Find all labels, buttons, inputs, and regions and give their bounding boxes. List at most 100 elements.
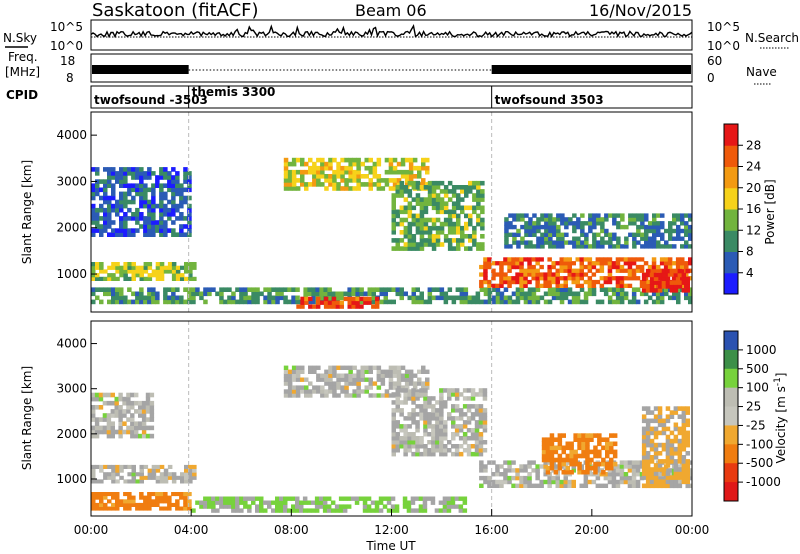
scatter-cell: [600, 244, 605, 249]
scatter-cell: [356, 389, 361, 394]
scatter-cell: [482, 440, 488, 445]
scatter-cell: [379, 287, 384, 292]
scatter-cell: [681, 479, 687, 484]
scatter-cell: [669, 284, 675, 289]
scatter-cell: [672, 217, 677, 222]
scatter-cell: [627, 257, 633, 262]
scatter-cell: [601, 461, 606, 467]
scatter-cell: [545, 449, 551, 455]
scatter-cell: [649, 284, 655, 289]
scatter-cell: [388, 165, 394, 171]
scatter-cell: [591, 261, 597, 266]
scatter-cell: [408, 161, 414, 167]
scatter-cell: [408, 169, 414, 175]
scatter-cell: [684, 224, 689, 230]
scatter-cell: [435, 209, 441, 215]
scatter-cell: [94, 417, 100, 422]
scatter-cell: [348, 157, 353, 163]
scatter-cell: [159, 203, 164, 209]
scatter-cell: [476, 180, 481, 186]
scatter-cell: [423, 299, 429, 305]
scatter-cell: [607, 279, 613, 285]
scatter-cell: [556, 224, 561, 230]
scatter-cell: [131, 175, 136, 180]
scatter-cell: [163, 299, 168, 305]
scatter-cell: [515, 272, 520, 277]
scatter-cell: [316, 389, 321, 394]
scatter-cell: [127, 299, 132, 305]
scatter-cell: [609, 457, 614, 463]
scatter-cell: [447, 287, 453, 292]
scatter-cell: [532, 221, 537, 226]
scatter-cell: [685, 418, 690, 424]
scatter-cell: [652, 236, 657, 241]
scatter-cell: [395, 189, 400, 194]
scatter-cell: [451, 392, 456, 397]
scatter-cell: [135, 291, 140, 297]
scatter-cell: [119, 475, 124, 480]
scatter-cell: [352, 377, 357, 382]
scatter-cell: [404, 157, 410, 163]
scatter-cell: [141, 417, 147, 422]
scatter-cell: [523, 295, 529, 301]
scatter-cell: [380, 178, 386, 183]
scatter-cell: [155, 203, 160, 209]
scatter-cell: [403, 451, 408, 457]
y-tick-label: 2000: [56, 427, 87, 441]
scatter-cell: [677, 483, 683, 489]
scatter-cell: [143, 502, 148, 507]
scatter-cell: [531, 299, 537, 305]
scatter-cell: [300, 385, 305, 390]
scatter-cell: [359, 304, 364, 309]
scatter-cell: [559, 264, 564, 270]
scatter-cell: [585, 461, 590, 467]
scatter-cell: [339, 304, 344, 309]
scatter-cell: [644, 236, 649, 241]
scatter-cell: [322, 496, 328, 501]
scatter-cell: [487, 257, 492, 262]
scatter-cell: [480, 205, 485, 211]
scatter-cell: [419, 246, 425, 251]
scatter-cell: [91, 429, 96, 435]
scatter-cell: [287, 287, 292, 292]
scatter-cell: [427, 197, 433, 202]
scatter-cell: [91, 273, 96, 278]
scatter-cell: [479, 279, 484, 285]
scatter-cell: [356, 174, 361, 179]
scatter-cell: [607, 264, 613, 270]
scatter-cell: [543, 272, 548, 277]
scatter-cell: [593, 449, 598, 455]
scatter-cell: [685, 288, 690, 293]
scatter-cell: [141, 425, 147, 431]
scatter-cell: [356, 161, 361, 167]
scatter-cell: [123, 269, 128, 274]
scatter-cell: [548, 236, 553, 241]
scatter-cell: [332, 182, 337, 187]
scatter-cell: [443, 209, 449, 215]
scatter-cell: [425, 157, 430, 163]
scatter-cell: [549, 461, 555, 467]
scatter-cell: [283, 508, 288, 513]
scatter-cell: [480, 189, 485, 194]
scatter-cell: [115, 287, 120, 292]
scatter-cell: [407, 205, 413, 211]
scatter-cell: [435, 400, 440, 405]
scatter-cell: [123, 232, 128, 237]
scatter-cell: [336, 373, 341, 378]
scatter-cell: [559, 261, 564, 266]
scatter-cell: [555, 475, 560, 481]
scatter-cell: [456, 213, 461, 219]
scatter-cell: [271, 295, 276, 301]
scatter-cell: [291, 365, 297, 370]
scatter-cell: [223, 500, 228, 505]
scatter-cell: [480, 193, 485, 198]
scatter-cell: [595, 475, 601, 481]
scatter-cell: [524, 232, 529, 237]
scatter-cell: [107, 492, 112, 497]
scatter-cell: [187, 228, 192, 233]
scatter-cell: [476, 193, 481, 198]
scatter-cell: [458, 436, 464, 441]
scatter-cell: [391, 428, 396, 433]
scatter-cell: [600, 240, 605, 245]
